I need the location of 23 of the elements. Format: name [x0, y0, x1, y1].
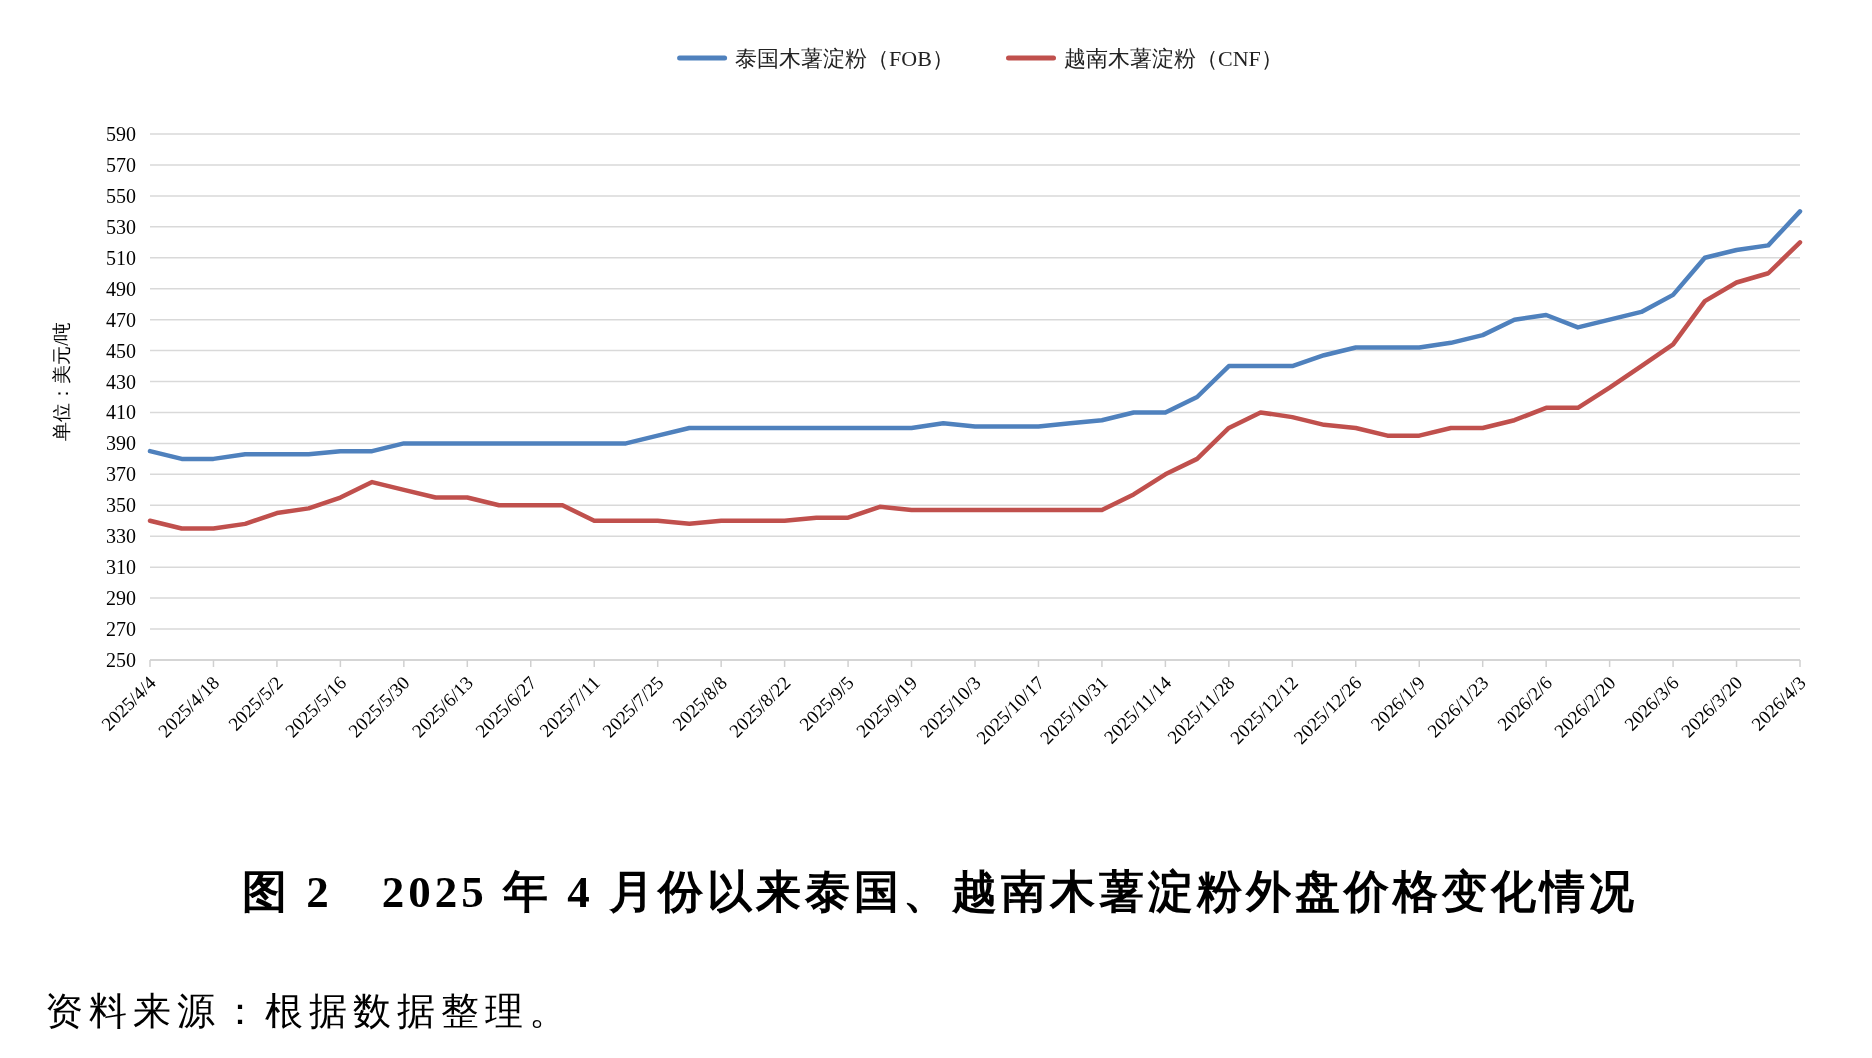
text: 资料来源：根据数据整理。 [45, 990, 573, 1032]
y-tick-label: 390 [106, 432, 136, 455]
y-axis-title: 单位：美元/吨 [51, 321, 73, 441]
y-tick-label: 310 [106, 556, 136, 579]
y-tick-label: 430 [106, 370, 136, 393]
y-tick-label: 450 [106, 339, 136, 362]
legend-label: 越南木薯淀粉（CNF） [1064, 45, 1273, 71]
y-tick-label: 530 [106, 215, 136, 238]
y-tick-label: 410 [106, 401, 136, 424]
y-tick-label: 470 [106, 308, 136, 331]
y-tick-label: 490 [106, 277, 136, 300]
y-tick-label: 330 [106, 525, 136, 548]
y-tick-label: 270 [106, 618, 136, 641]
text: 图 2 2025 年 4 月份以来泰国、越南木薯淀粉外盘价格变化情况 [242, 867, 1638, 917]
y-tick-label: 550 [106, 184, 136, 207]
y-tick-label: 250 [106, 649, 136, 671]
y-tick-label: 290 [106, 587, 136, 610]
y-tick-label: 590 [106, 123, 136, 145]
y-tick-label: 570 [106, 153, 136, 176]
y-tick-label: 370 [106, 463, 136, 486]
legend-label: 泰国木薯淀粉（FOB） [735, 45, 944, 71]
y-tick-label: 510 [106, 246, 136, 269]
y-tick-label: 350 [106, 494, 136, 517]
